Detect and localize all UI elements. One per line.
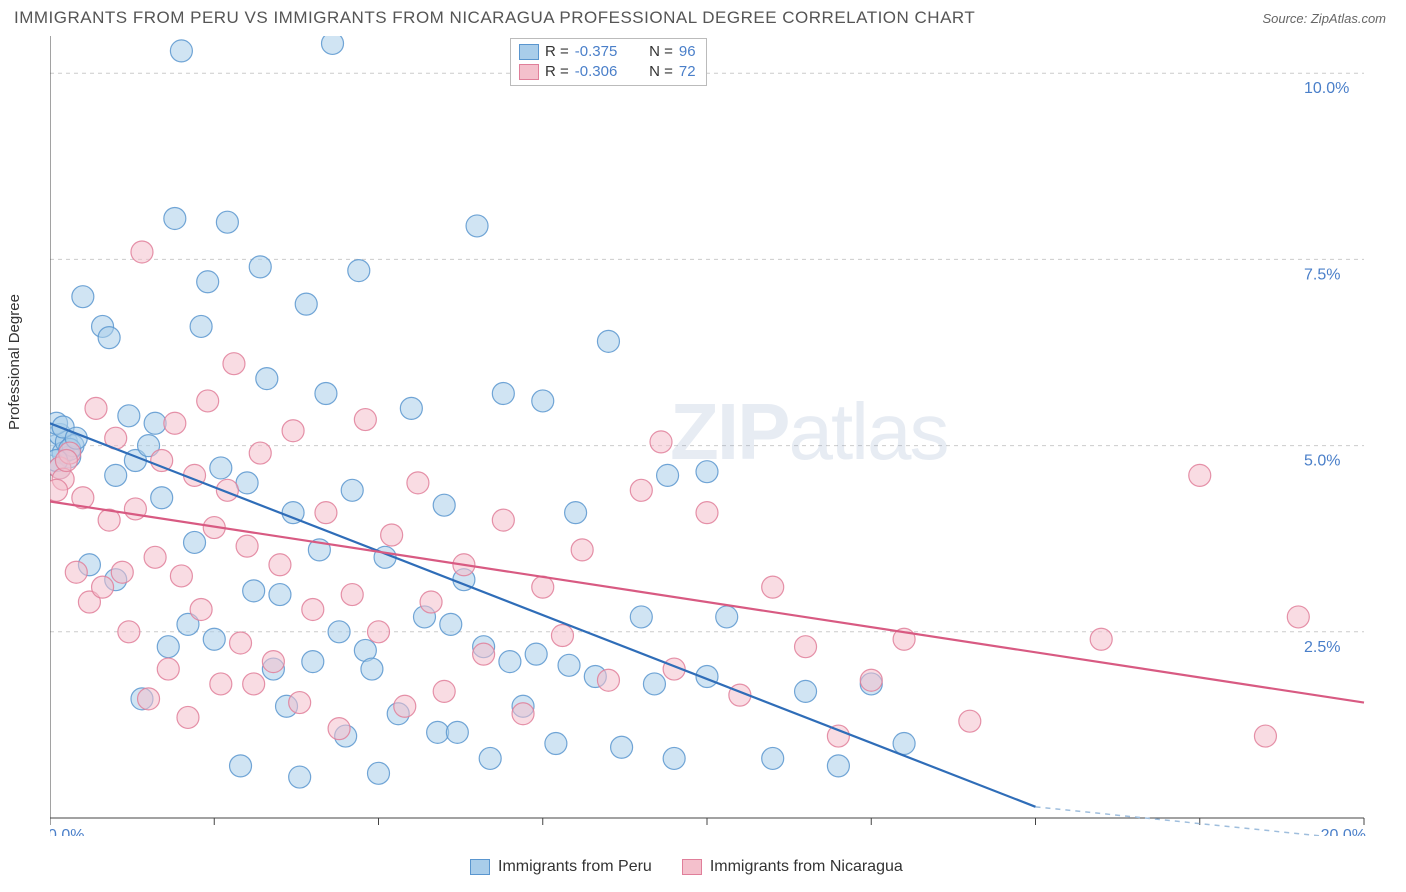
svg-text:2.5%: 2.5% <box>1304 639 1340 656</box>
svg-text:5.0%: 5.0% <box>1304 453 1340 470</box>
source-label: Source: ZipAtlas.com <box>1262 11 1386 26</box>
svg-text:10.0%: 10.0% <box>1304 80 1349 97</box>
y-axis-label: Professional Degree <box>6 294 23 430</box>
legend-swatch <box>682 859 702 875</box>
svg-text:0.0%: 0.0% <box>50 827 84 836</box>
legend-swatch <box>519 44 539 60</box>
legend-row: R = -0.375 N = 96 <box>519 42 696 62</box>
legend-swatch <box>470 859 490 875</box>
series-legend-item: Immigrants from Nicaragua <box>682 858 903 876</box>
svg-text:7.5%: 7.5% <box>1304 266 1340 283</box>
legend-swatch <box>519 64 539 80</box>
chart-area: 2.5% 5.0% 7.5% 10.0% 0.0% 20.0% R = -0.375 N … <box>50 36 1406 836</box>
scatter-plot-svg: 2.5% 5.0% 7.5% 10.0% 0.0% 20.0% <box>50 36 1406 836</box>
title-bar: IMMIGRANTS FROM PERU VS IMMIGRANTS FROM … <box>0 0 1406 32</box>
legend-row: R = -0.306 N = 72 <box>519 62 696 82</box>
correlation-legend: R = -0.375 N = 96R = -0.306 N = 72 <box>510 38 707 86</box>
series-legend-item: Immigrants from Peru <box>470 858 652 876</box>
chart-title: IMMIGRANTS FROM PERU VS IMMIGRANTS FROM … <box>14 8 975 28</box>
series-legend: Immigrants from Peru Immigrants from Nica… <box>470 858 903 876</box>
svg-text:20.0%: 20.0% <box>1321 827 1366 836</box>
